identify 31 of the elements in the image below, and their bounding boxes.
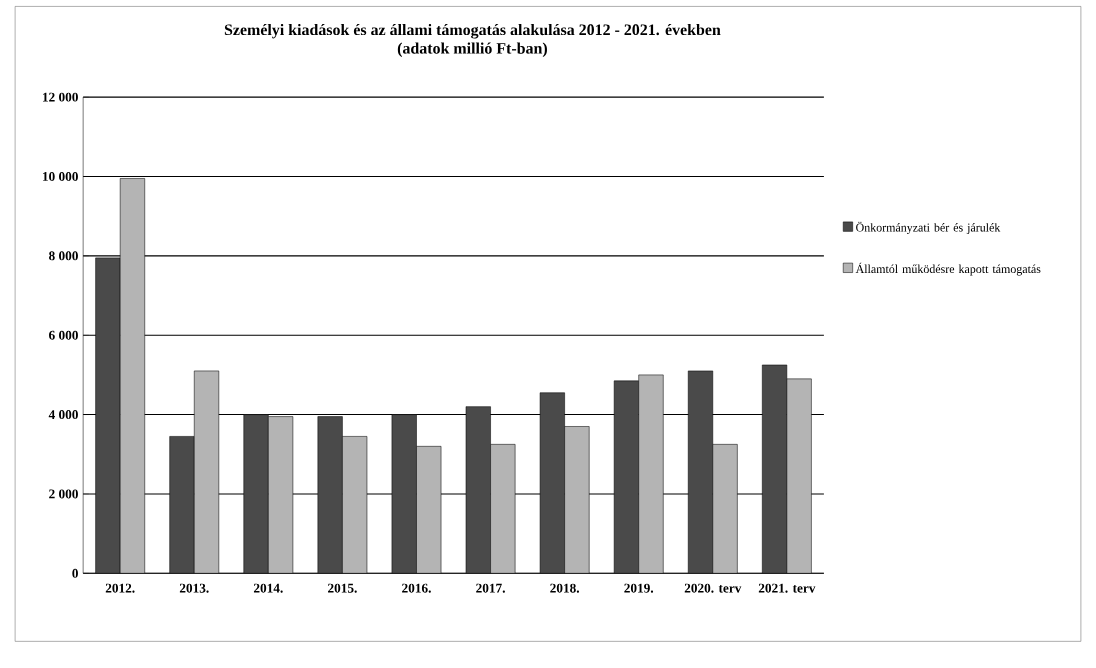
x-tick-label: 2019.: [624, 583, 654, 593]
x-tick-label: 2014.: [253, 583, 283, 593]
y-tick-label: 10 000: [42, 172, 78, 182]
x-tick-label: 2012.: [105, 583, 135, 593]
chart-subtitle: (adatok millió Ft-ban): [397, 42, 547, 58]
x-tick-label: 2021. terv: [758, 583, 816, 593]
y-tick-label: 4 000: [48, 410, 78, 420]
y-tick-label: 8 000: [49, 251, 78, 261]
x-tick-label: 2013.: [179, 583, 209, 593]
bar: [120, 178, 145, 574]
x-tick-label: 2018.: [550, 583, 579, 593]
x-tick-label: 2017.: [476, 583, 505, 593]
x-tick-label: 2020. terv: [684, 583, 742, 593]
bar: [194, 371, 219, 574]
bar: [786, 378, 812, 574]
legend-label: Önkormányzati bér és járulék: [856, 221, 1001, 235]
bar: [416, 446, 442, 574]
bar: [712, 444, 738, 574]
bar: [564, 426, 590, 574]
bar: [342, 436, 367, 574]
y-tick-label: 2 000: [49, 489, 78, 499]
bar: [638, 374, 664, 574]
legend-label: Államtól működésre kapott támogatás: [855, 262, 1041, 276]
x-tick-label: 2016.: [402, 583, 431, 593]
chart-title: Személyi kiadások és az állami támogatás alakulása 2012 - 2021. években: [224, 23, 721, 39]
bar: [268, 416, 293, 574]
y-tick-label: 12 000: [42, 92, 78, 102]
y-tick-label: 0: [72, 568, 78, 578]
bar: [490, 444, 516, 574]
x-tick-label: 2015.: [328, 583, 357, 593]
y-tick-label: 6 000: [49, 330, 78, 340]
